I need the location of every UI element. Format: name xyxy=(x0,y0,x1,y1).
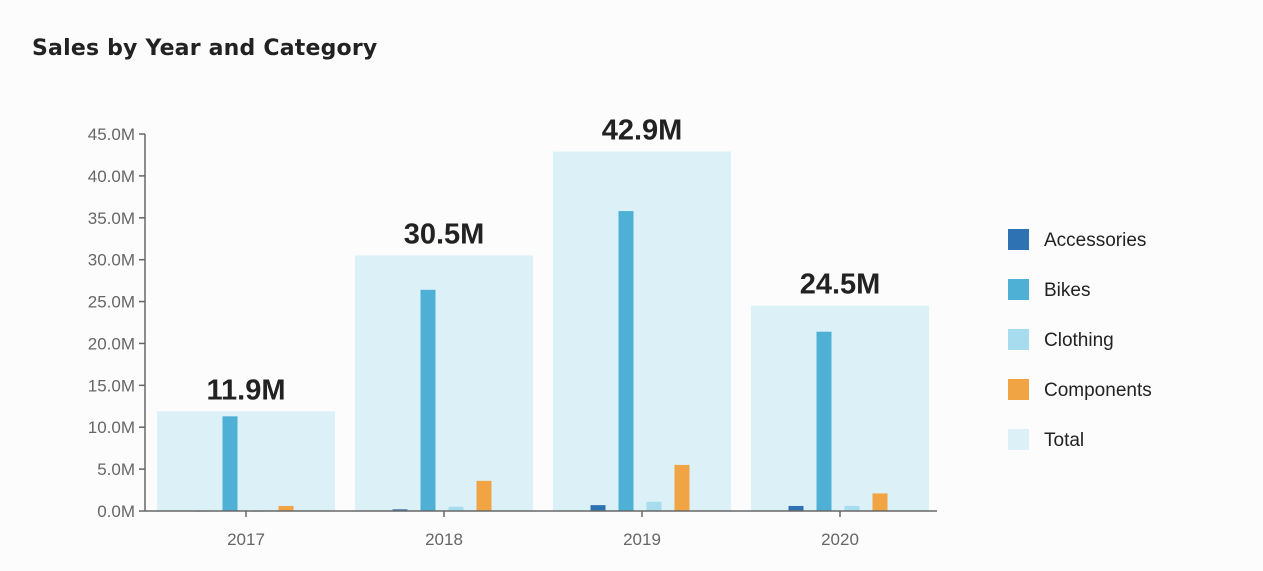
y-tick-label: 40.0M xyxy=(88,167,135,186)
legend-label-components: Components xyxy=(1044,380,1152,401)
bar-components-2017 xyxy=(278,505,294,511)
y-tick-label: 35.0M xyxy=(88,209,135,228)
bar-bikes-2019 xyxy=(618,211,634,511)
legend-swatch-components xyxy=(1008,379,1029,400)
x-tick-label: 2017 xyxy=(227,530,265,549)
total-label-2017: 11.9M xyxy=(207,374,286,406)
y-tick-label: 30.0M xyxy=(88,251,135,270)
y-tick-label: 20.0M xyxy=(88,334,135,353)
bar-components-2019 xyxy=(674,464,690,511)
bar-bikes-2020 xyxy=(816,331,832,511)
x-tick-label: 2019 xyxy=(623,530,661,549)
x-tick-label: 2020 xyxy=(821,530,859,549)
bar-clothing-2020 xyxy=(844,505,860,511)
bar-clothing-2018 xyxy=(448,506,464,511)
total-label-2019: 42.9M xyxy=(602,115,683,147)
bar-bikes-2017 xyxy=(222,416,238,511)
y-tick-label: 0.0M xyxy=(97,502,135,521)
y-tick-label: 15.0M xyxy=(88,376,135,395)
bar-components-2020 xyxy=(872,493,888,511)
total-label-2018: 30.5M xyxy=(404,218,485,250)
legend-swatch-accessories xyxy=(1008,229,1029,250)
chart-title: Sales by Year and Category xyxy=(32,36,378,61)
legend-swatch-bikes xyxy=(1008,279,1029,300)
legend-swatch-clothing xyxy=(1008,329,1029,350)
y-tick-label: 45.0M xyxy=(88,125,135,144)
legend-label-bikes: Bikes xyxy=(1044,280,1090,301)
legend-label-accessories: Accessories xyxy=(1044,230,1146,251)
legend-label-clothing: Clothing xyxy=(1044,330,1114,351)
y-tick-label: 5.0M xyxy=(97,460,135,479)
y-tick-label: 10.0M xyxy=(88,418,135,437)
bar-clothing-2019 xyxy=(646,501,662,511)
total-bar-2017 xyxy=(157,411,335,511)
bar-components-2018 xyxy=(476,480,492,511)
bar-bikes-2018 xyxy=(420,289,436,511)
x-tick-label: 2018 xyxy=(425,530,463,549)
legend-swatch-total xyxy=(1008,429,1029,450)
bar-accessories-2019 xyxy=(590,505,606,511)
y-tick-label: 25.0M xyxy=(88,293,135,312)
total-label-2020: 24.5M xyxy=(800,269,881,301)
bar-accessories-2020 xyxy=(788,505,804,511)
total-bar-2020 xyxy=(751,305,929,511)
legend-label-total: Total xyxy=(1044,430,1084,451)
bar-accessories-2018 xyxy=(392,509,408,511)
total-bar-2018 xyxy=(355,255,533,511)
total-bar-2019 xyxy=(553,151,731,512)
